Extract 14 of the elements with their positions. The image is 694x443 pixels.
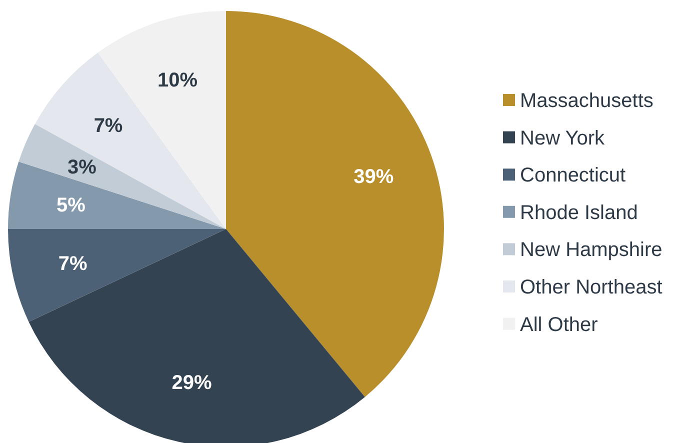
legend-label: All Other	[520, 314, 598, 336]
legend-label: New York	[520, 127, 606, 150]
legend-label: Massachusetts	[520, 90, 654, 112]
data-label: 5%	[56, 194, 86, 216]
legend-label: New Hampshire	[520, 239, 662, 262]
data-label: 29%	[172, 372, 212, 394]
data-label: 7%	[94, 115, 123, 138]
data-label: 3%	[67, 156, 97, 179]
legend-label: Connecticut	[520, 164, 626, 187]
legend-label: Other Northeast	[520, 276, 663, 298]
data-label: 10%	[157, 70, 198, 92]
data-label: 39%	[354, 166, 394, 188]
legend-label: Rhode Island	[520, 202, 638, 224]
data-label: 7%	[58, 253, 88, 276]
